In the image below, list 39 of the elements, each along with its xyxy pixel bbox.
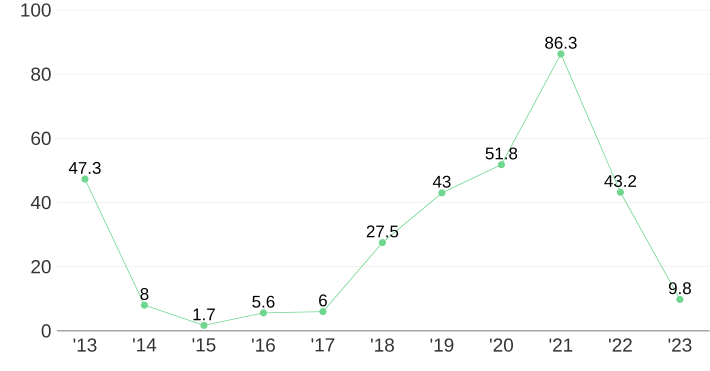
point bbox=[140, 302, 148, 309]
y-tick-label: 60 bbox=[31, 132, 51, 146]
data-label: 9.8 bbox=[668, 282, 691, 294]
y-tick-label: 0 bbox=[42, 324, 51, 338]
x-tick-label: '21 bbox=[550, 338, 572, 352]
data-label: 1.7 bbox=[193, 308, 215, 320]
point bbox=[260, 309, 268, 317]
data-label: 47.3 bbox=[68, 162, 101, 174]
data-label: 5.6 bbox=[252, 296, 274, 308]
point bbox=[557, 50, 564, 58]
point bbox=[378, 239, 386, 246]
x-tick-label: '20 bbox=[490, 338, 513, 352]
y-tick-label: 20 bbox=[31, 260, 51, 274]
point bbox=[498, 161, 505, 168]
point bbox=[676, 296, 684, 304]
data-label: 6 bbox=[319, 294, 327, 306]
x-tick-label: '16 bbox=[252, 338, 275, 352]
x-tick-label: '17 bbox=[312, 338, 334, 352]
data-label: 8 bbox=[140, 288, 148, 300]
point bbox=[81, 176, 89, 183]
data-label: 43.2 bbox=[604, 175, 636, 188]
data-label: 27.5 bbox=[366, 226, 398, 238]
y-tick-label: 100 bbox=[21, 3, 51, 17]
data-label: 51.8 bbox=[486, 148, 518, 160]
x-tick-label: '13 bbox=[74, 338, 96, 352]
y-tick-label: 80 bbox=[31, 68, 51, 81]
x-tick-label: '22 bbox=[609, 338, 632, 352]
point bbox=[438, 189, 446, 197]
x-tick-label: '15 bbox=[192, 338, 216, 352]
data-label: 43 bbox=[432, 176, 451, 188]
x-tick-label: '18 bbox=[371, 338, 394, 352]
x-tick-label: '23 bbox=[668, 338, 692, 352]
x-tick-label: '19 bbox=[430, 338, 454, 352]
point bbox=[319, 308, 327, 316]
point bbox=[616, 188, 624, 196]
x-tick-label: '14 bbox=[133, 338, 156, 352]
data-label: 86.3 bbox=[545, 36, 577, 49]
y-tick-label: 40 bbox=[30, 196, 51, 210]
point bbox=[200, 322, 208, 330]
